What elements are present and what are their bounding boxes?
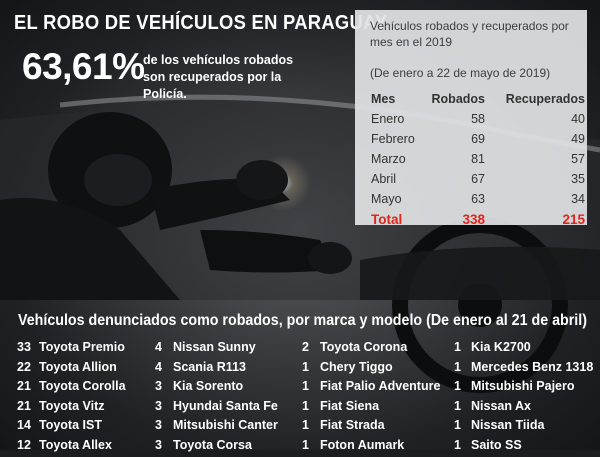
model-count: 21 [17,398,31,413]
model-name: Toyota Corolla [39,379,126,393]
monthly-table-panel: Vehículos robados y recuperados por mes … [355,10,587,227]
stolen-cell: 58 [471,112,485,126]
model-name: Mitsubishi Pajero [471,379,575,393]
model-count: 12 [17,437,31,452]
recovered-cell: 34 [571,192,585,206]
recovery-description: de los vehículos robados son recuperados… [143,53,294,101]
model-name: Toyota IST [39,418,102,432]
model-count: 1 [302,437,309,452]
model-count: 1 [454,398,461,413]
models-section-title: Vehículos denunciados como robados, por … [18,312,587,329]
table-row: Mayo 63 34 [371,192,585,212]
model-count: 1 [302,418,309,432]
stolen-cell: 81 [471,152,485,166]
model-name: Nissan Tiida [471,418,545,432]
model-count: 21 [17,379,31,393]
model-name: Kia K2700 [471,340,531,354]
monthly-table: Mes Robados Recuperados Enero 58 40 Febr… [371,92,585,232]
table-row: Febrero 69 49 [371,132,585,152]
total-recovered: 215 [562,212,585,227]
model-count: 3 [155,437,162,452]
model-name: Saito SS [471,437,522,452]
model-name: Mitsubishi Canter [173,418,278,432]
model-count: 3 [155,418,162,432]
model-name: Foton Aumark [320,437,405,452]
header-stolen: Robados [431,92,485,106]
model-count: 3 [155,398,162,413]
model-count: 1 [454,359,461,374]
stolen-cell: 69 [471,132,485,146]
model-count: 14 [17,418,31,432]
model-name: Nissan Sunny [173,340,256,354]
table-header-row: Mes Robados Recuperados [371,92,585,112]
table-row: Marzo 81 57 [371,152,585,172]
model-count: 1 [454,340,461,354]
monthly-table-range: (De enero a 22 de mayo de 2019) [370,66,551,80]
model-count: 2 [302,340,309,354]
model-name: Mercedes Benz 1318 [471,359,594,374]
recovery-percentage: 63,61% [22,46,145,87]
month-cell: Marzo [371,152,406,166]
model-count: 4 [155,359,162,374]
model-name: Toyota Corsa [173,437,252,452]
month-cell: Abril [371,172,397,186]
page-title: EL ROBO DE VEHÍCULOS EN PARAGUAY [14,12,388,34]
total-stolen: 338 [462,212,485,227]
table-total-row: Total 338 215 [371,212,585,232]
header-recovered: Recuperados [505,92,585,106]
model-count: 1 [302,398,309,413]
model-name: Fiat Siena [320,398,380,413]
recovered-cell: 49 [571,132,585,146]
model-name: Scania R113 [173,359,246,374]
header-month: Mes [371,92,396,106]
model-count: 4 [155,340,162,354]
recovered-cell: 57 [571,152,585,166]
model-count: 1 [454,418,461,432]
month-cell: Febrero [371,132,415,146]
model-name: Kia Sorento [173,379,244,393]
total-label: Total [371,212,403,227]
model-count: 1 [302,359,309,374]
model-name: Chery Tiggo [320,359,393,374]
model-count: 22 [17,359,31,374]
monthly-table-title: Vehículos robados y recuperados por mes … [370,19,569,49]
model-count: 1 [454,379,461,393]
model-name: Toyota Premio [39,340,125,354]
month-cell: Mayo [371,192,402,206]
model-name: Fiat Strada [320,418,385,432]
recovered-cell: 35 [571,172,585,186]
model-name: Toyota Corona [320,340,408,354]
table-row: Enero 58 40 [371,112,585,132]
recovered-cell: 40 [571,112,585,126]
model-name: Toyota Vitz [39,398,105,413]
model-count: 1 [454,437,461,452]
model-count: 1 [302,379,309,393]
stolen-cell: 63 [471,192,485,206]
model-name: Toyota Allex [39,437,112,452]
model-name: Toyota Allion [39,359,117,374]
model-count: 3 [155,379,162,393]
table-row: Abril 67 35 [371,172,585,192]
model-name: Nissan Ax [471,398,531,413]
model-name: Hyundai Santa Fe [173,398,278,413]
month-cell: Enero [371,112,405,126]
model-name: Fiat Palio Adventure [320,379,441,393]
model-count: 33 [17,340,31,354]
stolen-cell: 67 [471,172,485,186]
